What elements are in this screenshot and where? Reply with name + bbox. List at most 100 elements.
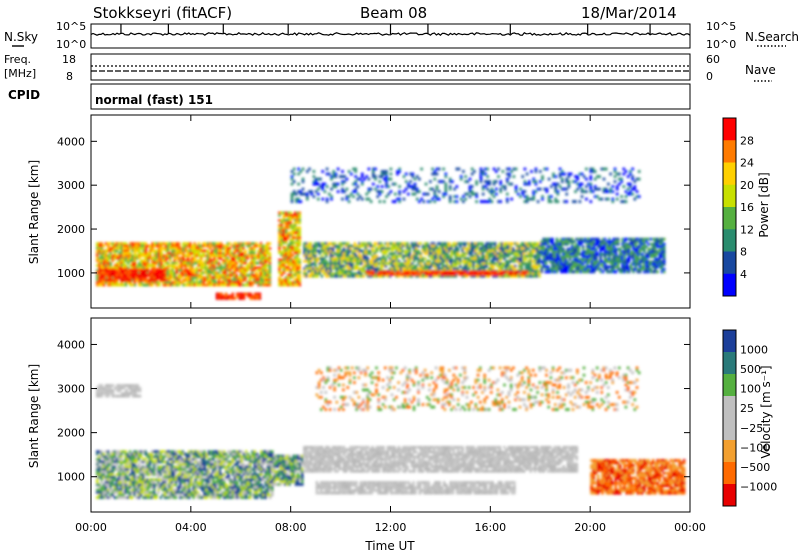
- heatmap-cell: [102, 475, 106, 479]
- heatmap-cell: [533, 274, 537, 278]
- heatmap-cell: [150, 483, 154, 487]
- heatmap-cell: [113, 455, 117, 459]
- heatmap-cell: [146, 261, 150, 265]
- heatmap-cell: [211, 264, 214, 267]
- heatmap-cell: [511, 267, 515, 271]
- heatmap-cell: [186, 278, 190, 282]
- heatmap-cell: [371, 264, 374, 268]
- heatmap-cell: [303, 272, 306, 276]
- heatmap-cell: [495, 170, 498, 173]
- heatmap-cell: [452, 252, 455, 255]
- heatmap-cell: [135, 486, 138, 489]
- heatmap-cell: [380, 274, 383, 278]
- heatmap-cell: [111, 468, 114, 471]
- heatmap-cell: [388, 247, 392, 250]
- heatmap-cell: [509, 267, 513, 271]
- colorbar-tick-label: 16: [740, 201, 754, 214]
- heatmap-cell: [141, 473, 145, 476]
- heatmap-cell: [96, 273, 99, 277]
- heatmap-cell: [441, 247, 445, 250]
- heatmap-cell: [238, 292, 241, 296]
- heatmap-cell: [222, 252, 225, 255]
- heatmap-cell: [239, 269, 243, 272]
- heatmap-cell: [434, 264, 438, 268]
- heatmap-cell: [588, 257, 591, 261]
- heatmap-cell: [293, 214, 297, 217]
- heatmap-cell: [525, 195, 529, 198]
- heatmap-cell: [120, 244, 123, 248]
- heatmap-cell: [117, 475, 121, 479]
- heatmap-cell: [645, 262, 648, 266]
- heatmap-cell: [113, 276, 117, 280]
- heatmap-cell: [636, 247, 640, 251]
- heatmap-cell: [415, 247, 418, 250]
- heatmap-cell: [289, 233, 292, 237]
- heatmap-cell: [239, 247, 243, 250]
- heatmap-cell: [195, 254, 199, 258]
- heatmap-cell: [507, 262, 510, 266]
- heatmap-cell: [289, 261, 292, 264]
- heatmap-cell: [596, 175, 599, 178]
- heatmap-cell: [246, 281, 249, 284]
- heatmap-cell: [220, 294, 223, 298]
- heatmap-cell: [656, 242, 659, 246]
- heatmap-cell: [109, 460, 112, 464]
- heatmap-cell: [106, 478, 110, 482]
- heatmap-cell: [163, 465, 167, 469]
- heatmap-cell: [122, 271, 125, 274]
- heatmap-cell: [188, 266, 192, 270]
- heatmap-cell: [293, 261, 297, 264]
- heatmap-cell: [311, 262, 315, 266]
- heatmap-cell: [151, 242, 154, 245]
- heatmap-cell: [525, 172, 529, 176]
- heatmap-cell: [290, 192, 294, 196]
- heatmap-cell: [166, 468, 169, 471]
- heatmap-cell: [481, 172, 485, 176]
- noise-left-tick-bottom: 10^0: [56, 38, 86, 51]
- heatmap-cell: [224, 244, 227, 248]
- heatmap-cell: [195, 244, 199, 248]
- heatmap-cell: [102, 266, 106, 270]
- heatmap-cell: [148, 457, 152, 461]
- heatmap-cell: [113, 268, 117, 272]
- heatmap-cell: [492, 247, 495, 250]
- heatmap-cell: [133, 468, 136, 471]
- heatmap-cell: [169, 252, 172, 255]
- heatmap-cell: [133, 478, 136, 482]
- heatmap-cell: [440, 272, 443, 276]
- heatmap-cell: [445, 274, 449, 278]
- heatmap-cell: [297, 197, 300, 201]
- heatmap-cell: [445, 264, 449, 268]
- heatmap-cell: [163, 268, 167, 272]
- heatmap-cell: [456, 259, 460, 263]
- heatmap-cell: [244, 242, 247, 245]
- heatmap-cell: [353, 274, 357, 278]
- heatmap-cell: [333, 272, 337, 276]
- heatmap-cell: [250, 256, 254, 260]
- heatmap-cell: [630, 242, 633, 246]
- heatmap-cell: [202, 281, 205, 284]
- heatmap-cell: [250, 261, 254, 265]
- heatmap-cell: [625, 270, 629, 274]
- heatmap-cell: [102, 486, 106, 489]
- heatmap-cell: [268, 252, 272, 255]
- heatmap-cell: [98, 279, 102, 282]
- heatmap-cell: [124, 452, 127, 456]
- heatmap-cell: [662, 270, 666, 274]
- heatmap-cell: [172, 450, 176, 454]
- heatmap-cell: [529, 249, 532, 253]
- heatmap-cell: [104, 478, 108, 482]
- heatmap-cell: [213, 281, 216, 284]
- heatmap-cell: [603, 255, 607, 259]
- heatmap-cell: [643, 250, 646, 254]
- heatmap-cell: [654, 265, 657, 269]
- heatmap-cell: [434, 257, 438, 260]
- heatmap-cell: [619, 250, 622, 254]
- heatmap-cell: [485, 244, 488, 248]
- heatmap-cell: [338, 269, 341, 273]
- heatmap-cell: [439, 244, 442, 248]
- heatmap-cell: [159, 279, 162, 282]
- heatmap-cell: [391, 244, 394, 248]
- heatmap-cell: [325, 259, 328, 263]
- heatmap-cell: [208, 259, 212, 263]
